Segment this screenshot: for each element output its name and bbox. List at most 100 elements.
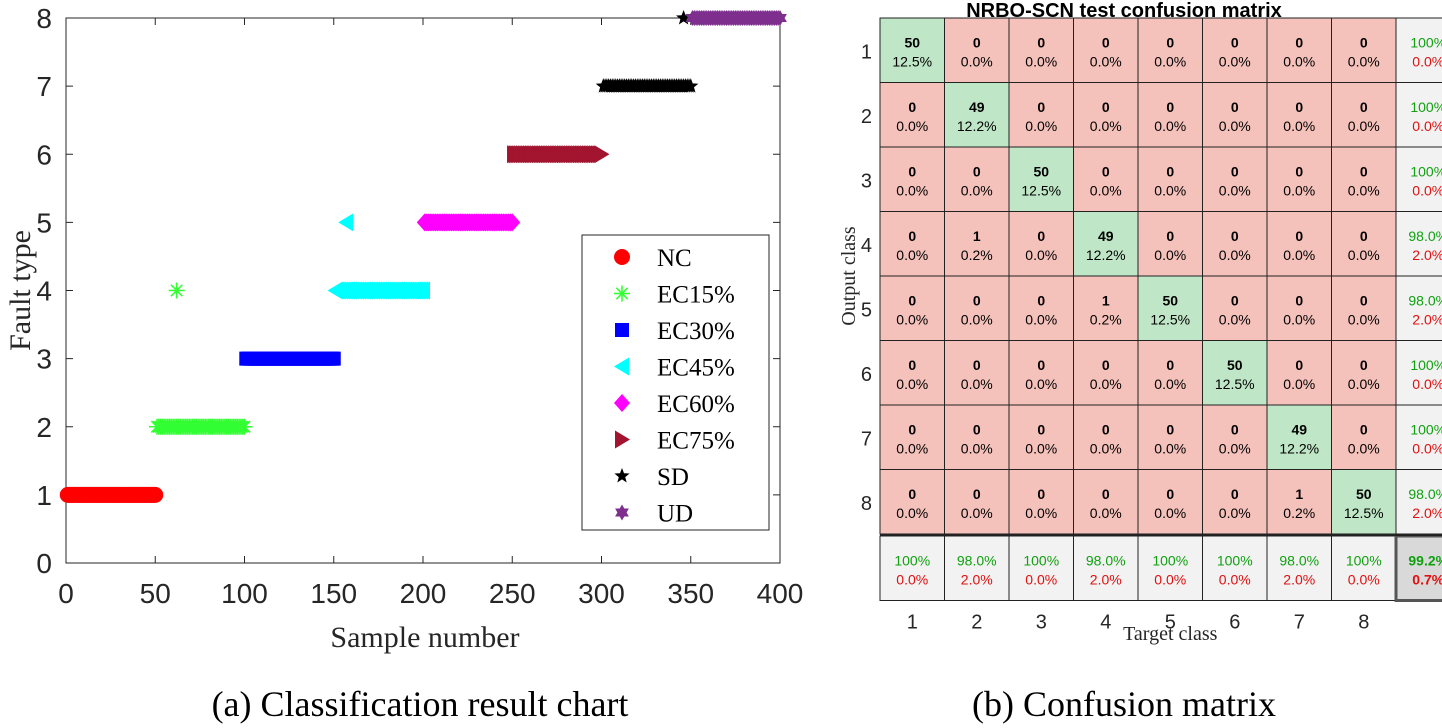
cell-count: 0 (1037, 357, 1045, 373)
row-summary-cell (1395, 17, 1442, 83)
cell-percent: 0.0% (896, 118, 928, 134)
col-summary-cell (1008, 535, 1074, 601)
cell-percent: 0.0% (896, 505, 928, 521)
cell-percent: 0.0% (1154, 182, 1186, 198)
x-axis-label: Sample number (330, 621, 519, 654)
cell-count: 0 (1360, 292, 1368, 308)
legend-marker-ec30pct (615, 323, 629, 337)
cell-count: 0 (973, 486, 981, 502)
matrix-cell (1008, 146, 1074, 212)
cell-count: 0 (1295, 34, 1303, 50)
x-tick-label: 150 (310, 578, 357, 609)
matrix-cell (1008, 469, 1074, 535)
cell-count: 0 (908, 163, 916, 179)
cell-percent: 0.0% (1154, 118, 1186, 134)
matrix-cell (1266, 404, 1332, 470)
cell-count: 0 (1295, 163, 1303, 179)
matrix-cell (1008, 211, 1074, 277)
row-label: 6 (861, 364, 872, 386)
matrix-cell (1073, 404, 1139, 470)
matrix-cell (1137, 275, 1203, 341)
overall-error: 0.7% (1412, 571, 1442, 587)
col-summary-correct: 98.0% (957, 552, 997, 568)
matrix-cell (1266, 340, 1332, 406)
matrix-cell (1008, 17, 1074, 83)
cell-count: 0 (1166, 357, 1174, 373)
matrix-cell (879, 469, 945, 535)
cell-percent: 0.2% (1090, 311, 1122, 327)
cell-percent: 0.0% (1348, 53, 1380, 69)
row-summary-correct: 98.0% (1408, 292, 1442, 308)
cell-percent: 0.0% (896, 440, 928, 456)
cell-count: 0 (908, 357, 916, 373)
cell-percent: 12.5% (1150, 311, 1190, 327)
col-summary-error: 2.0% (1090, 571, 1122, 587)
cell-percent: 0.0% (961, 505, 993, 521)
cell-percent: 0.0% (896, 182, 928, 198)
matrix-cell (879, 82, 945, 148)
series-sd (595, 10, 699, 93)
outlier-point (676, 10, 692, 25)
cell-percent: 0.0% (1348, 247, 1380, 263)
col-label: 2 (971, 612, 982, 634)
cell-count: 0 (973, 163, 981, 179)
cell-count: 0 (1360, 163, 1368, 179)
col-summary-cell (1073, 535, 1139, 601)
col-summary-error: 0.0% (1219, 571, 1251, 587)
col-summary-cell (1137, 535, 1203, 601)
cell-percent: 0.0% (1283, 311, 1315, 327)
y-tick-label: 3 (36, 344, 52, 375)
data-point (683, 78, 699, 93)
cell-count: 0 (908, 421, 916, 437)
matrix-cell (1266, 469, 1332, 535)
cell-percent: 12.2% (1279, 440, 1319, 456)
series-ec45pct (327, 213, 430, 300)
cell-percent: 0.0% (1283, 182, 1315, 198)
cell-count: 0 (1231, 99, 1239, 115)
cell-percent: 0.0% (1025, 440, 1057, 456)
data-point (594, 145, 610, 164)
matrix-cell (944, 404, 1010, 470)
col-summary-correct: 100% (894, 552, 930, 568)
cell-percent: 0.0% (1283, 118, 1315, 134)
col-summary-cell (1202, 535, 1268, 601)
cell-percent: 0.0% (1283, 53, 1315, 69)
classification-result-chart: 0 50 100 150 200 250 300 350 400 0 1 2 3 4 5 6 7 8 Sample … (4, 3, 803, 654)
cell-percent: 0.0% (1025, 118, 1057, 134)
cell-percent: 0.0% (1283, 376, 1315, 392)
cell-percent: 0.0% (1219, 440, 1251, 456)
matrix-cell (1073, 469, 1139, 535)
cell-count: 0 (1231, 486, 1239, 502)
overall-correct: 99.2% (1408, 552, 1442, 568)
cell-percent: 0.2% (961, 247, 993, 263)
cell-count: 0 (1295, 99, 1303, 115)
matrix-cell (1331, 340, 1397, 406)
row-summary-correct: 98.0% (1408, 486, 1442, 502)
row-summary-correct: 98.0% (1408, 228, 1442, 244)
cell-count: 0 (1037, 292, 1045, 308)
matrix-cell (1137, 211, 1203, 277)
matrix-cell (1266, 146, 1332, 212)
col-summary-correct: 98.0% (1279, 552, 1319, 568)
matrix-cell (1008, 340, 1074, 406)
cell-count: 0 (1166, 228, 1174, 244)
y-tick-label: 0 (36, 548, 52, 579)
series-nc (59, 486, 164, 503)
series-ud (685, 10, 787, 26)
col-label: 6 (1229, 612, 1240, 634)
cell-count: 0 (1037, 34, 1045, 50)
matrix-cell (1202, 82, 1268, 148)
matrix-cell (1202, 211, 1268, 277)
cell-count: 0 (908, 228, 916, 244)
asterisk-stroke (615, 287, 629, 300)
col-summary-correct: 100% (1023, 552, 1059, 568)
matrix-cell (879, 404, 945, 470)
cell-percent: 0.0% (1025, 311, 1057, 327)
series-ec30pct (239, 351, 341, 366)
legend-label: EC75% (657, 428, 735, 455)
col-summary-cell (944, 535, 1010, 601)
matrix-cell (944, 146, 1010, 212)
legend-marker-ud (615, 504, 629, 521)
cell-percent: 0.0% (961, 376, 993, 392)
cell-count: 50 (1227, 357, 1243, 373)
